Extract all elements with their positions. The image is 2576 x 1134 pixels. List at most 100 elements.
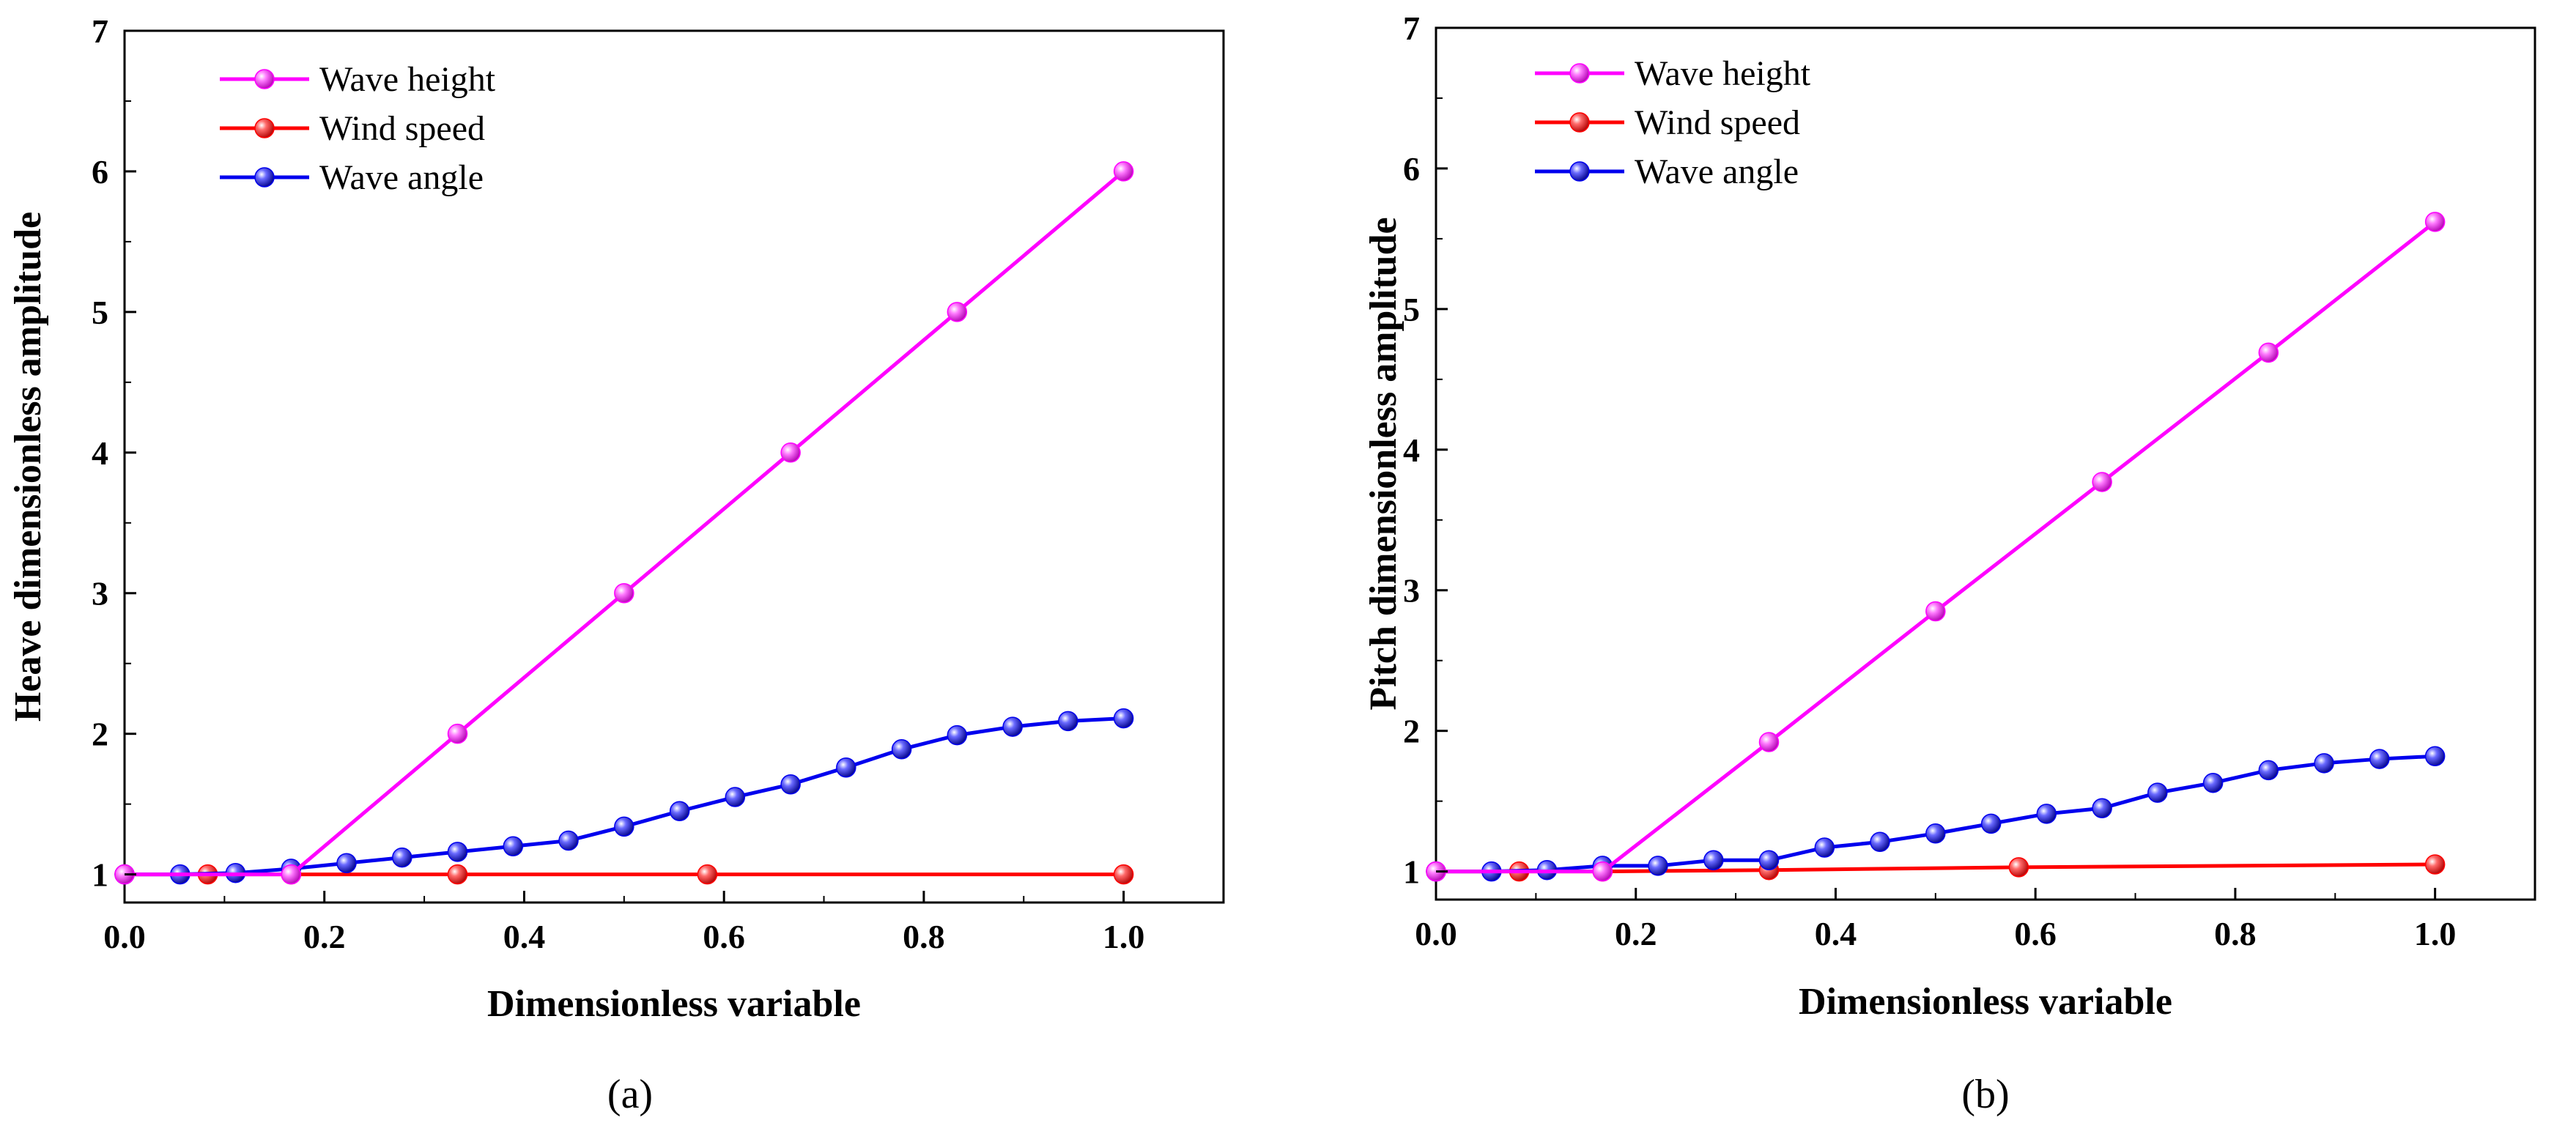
y-tick-label: 4 bbox=[1403, 431, 1420, 469]
series-line-wave-height bbox=[1436, 220, 2437, 874]
x-tick-label: 0.2 bbox=[303, 918, 346, 955]
data-point-wave-height bbox=[1113, 161, 1134, 182]
y-tick-label: 6 bbox=[92, 153, 108, 190]
chart-b: 0.0 0.2 0.4 0.6 0.8 1.0 1 2 3 4 5 6 7 Wave height Wi… bbox=[1363, 10, 2536, 1117]
y-tick-label: 2 bbox=[1403, 713, 1420, 750]
x-tick-label: 0.0 bbox=[1415, 915, 1457, 952]
data-point-wind-speed bbox=[2008, 857, 2029, 878]
chart-b-x-ticks: 0.0 0.2 0.4 0.6 0.8 1.0 bbox=[1415, 888, 2456, 952]
data-point-wind-speed bbox=[447, 864, 468, 885]
data-point-wave-height bbox=[614, 582, 634, 604]
data-point-wave-height bbox=[447, 723, 468, 744]
chart-b-y-ticks: 1 2 3 4 5 6 7 bbox=[1403, 10, 1448, 891]
legend-marker bbox=[1569, 112, 1590, 133]
x-tick-label: 0.4 bbox=[1815, 915, 1857, 952]
data-point-wave-angle bbox=[558, 830, 579, 851]
data-point-wave-angle bbox=[2424, 746, 2446, 766]
series-line-wave-angle bbox=[1436, 754, 2435, 874]
data-point-wave-angle bbox=[780, 774, 801, 795]
data-point-wave-angle bbox=[2202, 772, 2224, 793]
chart-a-x-ticks: 0.0 0.2 0.4 0.6 0.8 1.0 bbox=[103, 891, 1144, 955]
chart-a-panel-label: (a) bbox=[607, 1072, 653, 1117]
data-point-wave-angle bbox=[1814, 837, 1835, 858]
data-point-wave-height bbox=[780, 442, 801, 463]
data-point-wave-angle bbox=[2369, 749, 2390, 769]
x-tick-label: 0.6 bbox=[703, 918, 745, 955]
data-point-wave-angle bbox=[2036, 804, 2057, 824]
data-point-wave-angle bbox=[836, 757, 856, 778]
chart-b-x-axis-title: Dimensionless variable bbox=[1799, 981, 2172, 1023]
data-point-wave-height bbox=[1592, 861, 1613, 882]
data-point-wave-angle bbox=[1648, 856, 1668, 876]
y-tick-label: 5 bbox=[92, 294, 108, 331]
chart-b-plot-frame bbox=[1435, 26, 2536, 901]
y-tick-label: 1 bbox=[92, 856, 108, 894]
x-tick-label: 0.4 bbox=[503, 918, 546, 955]
data-point-wave-height bbox=[947, 302, 968, 322]
chart-a-plot-frame bbox=[123, 29, 1225, 904]
x-tick-label: 0.8 bbox=[2214, 915, 2257, 952]
data-point-wave-angle bbox=[1980, 813, 2002, 834]
data-point-wave-angle bbox=[891, 739, 912, 760]
y-tick-label: 5 bbox=[1403, 291, 1420, 328]
data-point-wave-height bbox=[2092, 472, 2112, 492]
y-tick-label: 7 bbox=[1403, 10, 1420, 47]
legend-marker bbox=[254, 69, 275, 89]
data-point-wave-angle bbox=[503, 836, 524, 856]
chart-a: 0.0 0.2 0.4 0.6 0.8 1.0 1 2 3 4 5 6 7 Wave height Wi… bbox=[7, 12, 1225, 1117]
x-tick-label: 0.8 bbox=[903, 918, 945, 955]
series-line-wave-height bbox=[125, 170, 1125, 877]
data-point-wave-angle bbox=[447, 842, 468, 862]
data-point-wave-angle bbox=[725, 787, 746, 807]
data-point-wave-angle bbox=[2092, 798, 2112, 818]
y-tick-label: 3 bbox=[92, 575, 108, 612]
data-point-wave-angle bbox=[1002, 716, 1023, 737]
chart-a-y-ticks: 1 2 3 4 5 6 7 bbox=[92, 12, 136, 894]
chart-b-marks bbox=[1426, 212, 2446, 882]
legend-marker bbox=[254, 118, 275, 138]
x-tick-label: 0.0 bbox=[103, 918, 146, 955]
chart-b-panel-label: (b) bbox=[1961, 1072, 2009, 1117]
data-point-wave-height bbox=[2258, 342, 2279, 363]
y-tick-label: 3 bbox=[1403, 572, 1420, 609]
x-tick-label: 1.0 bbox=[2414, 915, 2457, 952]
legend-label: Wave height bbox=[1635, 54, 1811, 93]
data-point-wave-height bbox=[281, 864, 302, 885]
legend-marker bbox=[1569, 63, 1590, 84]
data-point-wave-height bbox=[1925, 601, 1946, 622]
data-point-wind-speed bbox=[697, 864, 718, 885]
x-tick-label: 0.2 bbox=[1615, 915, 1657, 952]
data-point-wave-angle bbox=[2147, 782, 2168, 803]
data-point-wave-angle bbox=[669, 801, 690, 821]
y-tick-label: 4 bbox=[92, 434, 108, 472]
data-point-wave-angle bbox=[1870, 831, 1890, 853]
y-tick-label: 6 bbox=[1403, 150, 1420, 188]
data-point-wave-angle bbox=[1758, 850, 1780, 871]
legend-label: Wave angle bbox=[1635, 152, 1799, 191]
data-point-wave-angle bbox=[392, 847, 412, 868]
x-tick-label: 1.0 bbox=[1103, 918, 1145, 955]
data-point-wave-angle bbox=[1703, 850, 1724, 871]
data-point-wave-angle bbox=[1113, 708, 1134, 729]
chart-b-y-axis-title: Pitch dimensionless amplitude bbox=[1363, 217, 1404, 710]
legend-marker bbox=[1569, 161, 1590, 182]
chart-b-legend: Wave height Wind speed Wave angle bbox=[1535, 54, 1811, 191]
legend-label: Wave height bbox=[319, 60, 496, 99]
y-tick-label: 7 bbox=[92, 12, 108, 50]
data-point-wave-angle bbox=[947, 724, 968, 746]
chart-a-x-axis-title: Dimensionless variable bbox=[487, 983, 861, 1025]
chart-a-y-axis-title: Heave dimensionless amplitude bbox=[7, 212, 49, 722]
data-point-wind-speed bbox=[1113, 864, 1134, 885]
data-point-wave-angle bbox=[2258, 760, 2279, 781]
legend-marker bbox=[254, 167, 275, 188]
data-point-wave-height bbox=[1758, 732, 1780, 752]
data-point-wave-height bbox=[2424, 212, 2446, 232]
chart-a-legend: Wave height Wind speed Wave angle bbox=[220, 60, 496, 197]
data-point-wave-angle bbox=[1058, 711, 1078, 732]
data-point-wave-angle bbox=[2314, 753, 2334, 774]
data-point-wave-angle bbox=[336, 853, 357, 874]
x-tick-label: 0.6 bbox=[2014, 915, 2057, 952]
y-tick-label: 2 bbox=[92, 716, 108, 753]
data-point-wave-angle bbox=[614, 816, 634, 837]
